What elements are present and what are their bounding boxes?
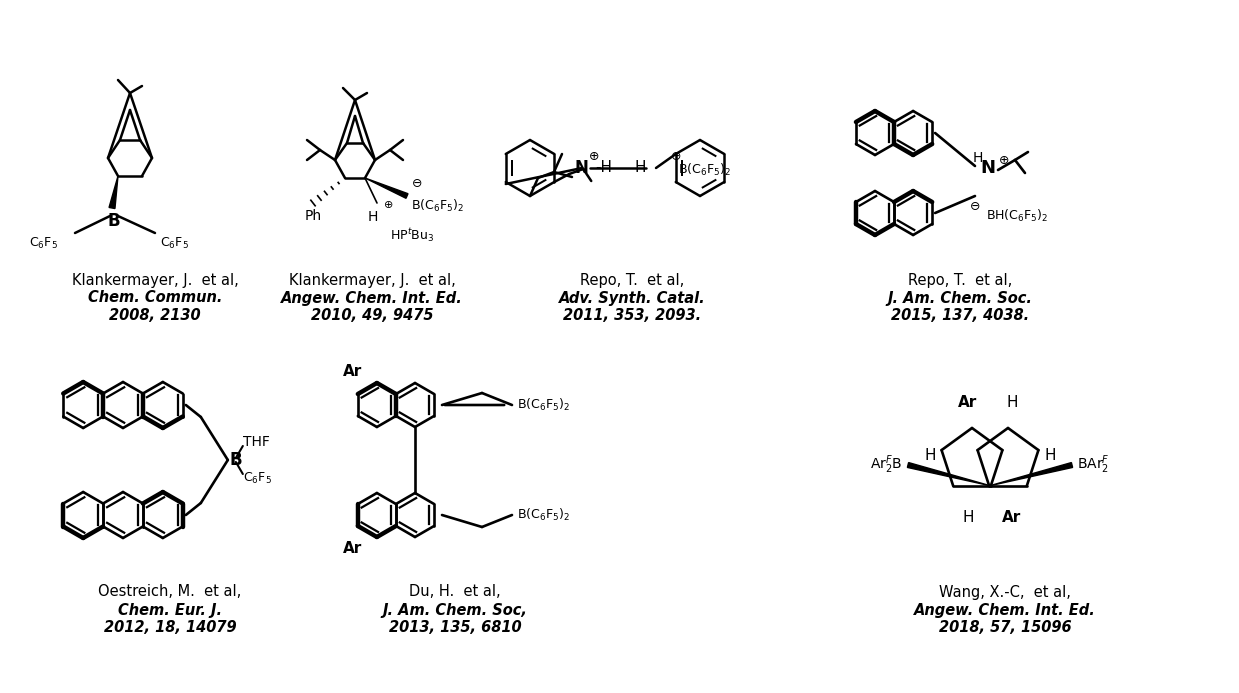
Text: 2015, 137, 4038.: 2015, 137, 4038. [891,308,1030,324]
Text: Chem. Eur. J.: Chem. Eur. J. [118,602,222,617]
Text: 2012, 18, 14079: 2012, 18, 14079 [104,620,237,635]
Text: N: N [980,159,995,177]
Polygon shape [907,462,991,486]
Text: C$_6$F$_5$: C$_6$F$_5$ [160,236,188,251]
Text: 2018, 57, 15096: 2018, 57, 15096 [939,620,1072,635]
Text: B(C$_6$F$_5$)$_2$: B(C$_6$F$_5$)$_2$ [411,198,465,214]
Text: Angew. Chem. Int. Ed.: Angew. Chem. Int. Ed. [914,602,1095,617]
Text: H: H [924,448,935,462]
Text: C$_6$F$_5$: C$_6$F$_5$ [28,236,58,251]
Text: C$_6$F$_5$: C$_6$F$_5$ [243,471,271,486]
Text: BAr$^F_2$: BAr$^F_2$ [1077,454,1110,476]
Text: Du, H.  et al,: Du, H. et al, [409,584,501,599]
Text: H: H [1044,448,1056,462]
Text: Repo, T.  et al,: Repo, T. et al, [580,272,684,288]
Text: B(C$_6$F$_5$)$_2$: B(C$_6$F$_5$)$_2$ [678,162,731,178]
Text: Ph: Ph [305,209,322,223]
Text: N: N [574,159,589,177]
Text: J. Am. Chem. Soc,: J. Am. Chem. Soc, [383,602,528,617]
Text: 2010, 49, 9475: 2010, 49, 9475 [311,308,434,324]
Text: $\oplus$: $\oplus$ [997,154,1010,166]
Text: Repo, T.  et al,: Repo, T. et al, [908,272,1012,288]
Text: -H: -H [596,161,612,175]
Text: 2013, 135, 6810: 2013, 135, 6810 [389,620,522,635]
Text: 2011, 353, 2093.: 2011, 353, 2093. [563,308,701,324]
Text: 2008, 2130: 2008, 2130 [109,308,201,324]
Text: Ar: Ar [343,541,363,556]
Text: Wang, X.-C,  et al,: Wang, X.-C, et al, [939,584,1070,599]
Polygon shape [989,462,1073,486]
Text: THF: THF [243,435,270,449]
Text: B: B [108,212,120,230]
Text: HP$^t$Bu$_3$: HP$^t$Bu$_3$ [390,226,435,244]
Text: B(C$_6$F$_5$)$_2$: B(C$_6$F$_5$)$_2$ [517,397,570,413]
Text: Angew. Chem. Int. Ed.: Angew. Chem. Int. Ed. [281,290,463,306]
Text: Ar: Ar [1002,510,1022,525]
Text: B: B [230,451,243,469]
Text: Klankermayer, J.  et al,: Klankermayer, J. et al, [72,272,238,288]
Text: Oestreich, M.  et al,: Oestreich, M. et al, [98,584,242,599]
Text: $\oplus$: $\oplus$ [383,198,393,209]
Text: H: H [368,210,378,224]
Text: H: H [973,151,984,165]
Text: J. Am. Chem. Soc.: J. Am. Chem. Soc. [887,290,1032,306]
Text: $\oplus$: $\oplus$ [589,150,600,162]
Text: Chem. Commun.: Chem. Commun. [88,290,222,306]
Text: $\ominus$: $\ominus$ [411,177,422,190]
Polygon shape [109,176,118,209]
Text: Klankermayer, J.  et al,: Klankermayer, J. et al, [289,272,456,288]
Text: $\ominus$: $\ominus$ [670,150,681,162]
Polygon shape [366,178,408,198]
Text: $\ominus$: $\ominus$ [969,200,980,213]
Text: B(C$_6$F$_5$)$_2$: B(C$_6$F$_5$)$_2$ [517,507,570,523]
Text: H: H [1006,395,1017,410]
Text: BH(C$_6$F$_5$)$_2$: BH(C$_6$F$_5$)$_2$ [986,208,1048,224]
Text: H: H [963,510,974,525]
Text: Adv. Synth. Catal.: Adv. Synth. Catal. [559,290,705,306]
Text: Ar: Ar [959,395,978,410]
Text: Ar: Ar [343,364,363,379]
Text: Ar$^F_2$B: Ar$^F_2$B [871,454,903,476]
Text: H: H [634,161,646,175]
